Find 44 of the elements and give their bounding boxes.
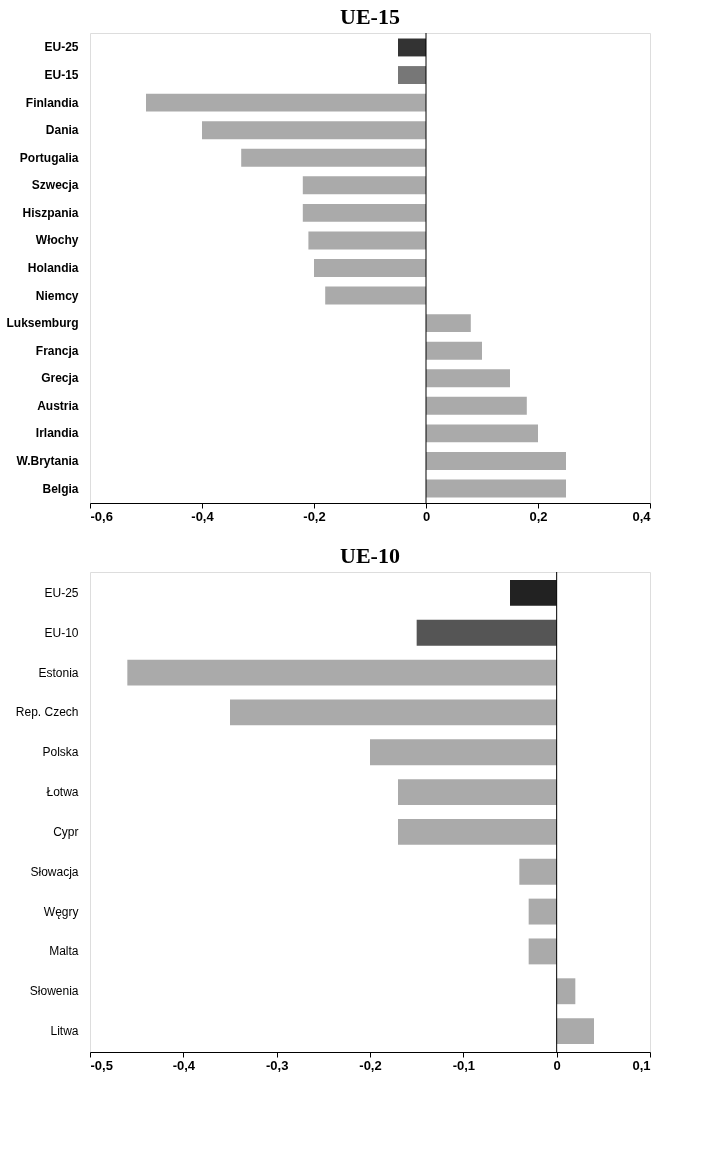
y-tick-label: Austria (37, 398, 79, 413)
x-tick-label: -0,2 (359, 1057, 382, 1073)
y-tick-label: EU-15 (44, 68, 79, 83)
y-tick-label: Niemcy (35, 288, 79, 303)
x-tick-label: 0 (553, 1057, 561, 1073)
x-tick-label: 0,4 (632, 508, 652, 524)
y-tick-label: Luksemburg (6, 316, 79, 331)
y-tick-label: Włochy (35, 233, 79, 248)
y-tick-label: Cypr (53, 824, 79, 839)
x-tick-label: -0,4 (172, 1057, 196, 1073)
x-tick-label: -0,2 (303, 508, 326, 524)
y-tick-label: Litwa (50, 1024, 79, 1039)
y-tick-label: Francja (35, 343, 79, 358)
y-tick-label: Łotwa (46, 785, 79, 800)
y-tick-label: Słowacja (30, 864, 79, 879)
x-tick-label: 0,2 (529, 508, 548, 524)
y-tick-label: Belgia (42, 481, 79, 496)
y-tick-label: Dania (45, 123, 79, 138)
y-tick-label: Finlandia (25, 95, 79, 110)
x-tick-label: -0,5 (90, 1057, 113, 1073)
x-tick-label: -0,6 (90, 508, 113, 524)
x-tick-label: 0 (422, 508, 431, 524)
y-tick-label: Szwecja (31, 178, 79, 193)
y-tick-label: W.Brytania (16, 453, 79, 468)
y-tick-label: Grecja (41, 371, 79, 386)
y-tick-label: Holandia (27, 261, 79, 275)
y-tick-label: Estonia (38, 665, 79, 680)
y-tick-label: Węgry (43, 904, 79, 919)
y-tick-label: Irlandia (35, 426, 79, 441)
y-tick-label: Malta (49, 944, 79, 959)
y-tick-label: EU-25 (44, 585, 79, 600)
y-tick-label: Słowenia (29, 984, 79, 999)
y-tick-label: EU-10 (44, 625, 79, 640)
y-tick-label: Portugalia (19, 150, 79, 165)
chart-title: UE-15 (340, 3, 400, 29)
y-tick-label: Polska (42, 745, 79, 760)
y-tick-label: Rep. Czech (15, 705, 79, 720)
x-tick-label: -0,1 (452, 1057, 476, 1073)
chart-title: UE-10 (340, 542, 400, 568)
y-tick-label: EU-25 (44, 40, 79, 55)
y-tick-label: Hiszpania (22, 205, 79, 220)
x-tick-label: 0,1 (632, 1057, 651, 1073)
x-tick-label: -0,4 (191, 508, 215, 524)
x-tick-label: -0,3 (265, 1057, 289, 1073)
